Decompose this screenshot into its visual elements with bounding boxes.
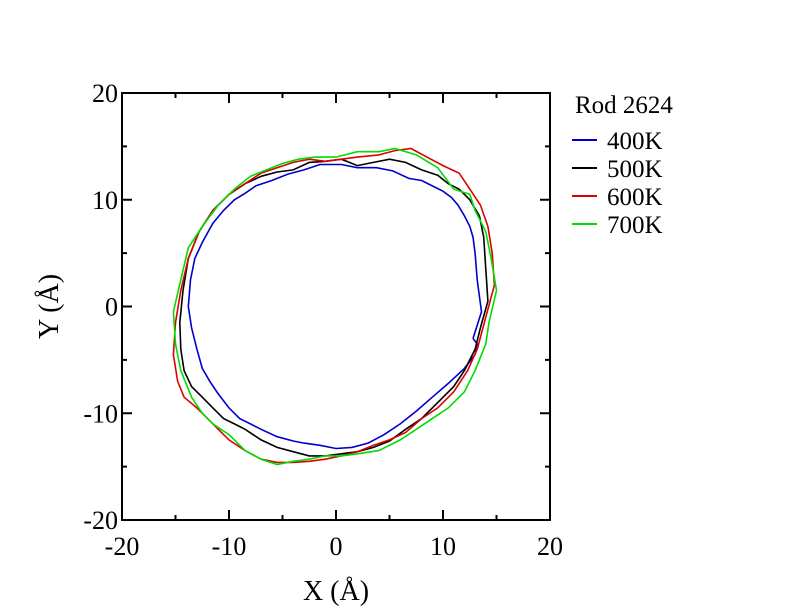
x-tick-label: 10 [430,532,456,561]
y-tick-label: -20 [83,506,118,535]
legend-label-700k: 700K [607,212,663,239]
legend-label-600k: 600K [607,184,663,211]
x-axis: -20 -10 0 10 20 [105,93,563,561]
series-line-700k [172,147,498,466]
x-axis-title: X (Å) [303,576,369,607]
x-tick-label: 20 [537,532,563,561]
y-axis-title: Y (Å) [34,274,65,339]
x-tick-label: -10 [212,532,247,561]
y-tick-label: 10 [92,186,118,215]
y-axis: -20 -10 0 10 20 [83,79,550,535]
series-layer [172,147,498,466]
series-line-600k [172,147,496,464]
x-tick-label: 0 [330,532,343,561]
y-tick-label: -10 [83,399,118,428]
series-line-500k [178,158,489,457]
y-tick-label: 20 [92,79,118,108]
legend-title: Rod 2624 [575,92,673,119]
series-line-400k [187,163,483,450]
x-tick-label: -20 [105,532,140,561]
legend-label-500k: 500K [607,156,663,183]
legend-label-400k: 400K [607,128,663,155]
y-tick-label: 0 [105,293,118,322]
